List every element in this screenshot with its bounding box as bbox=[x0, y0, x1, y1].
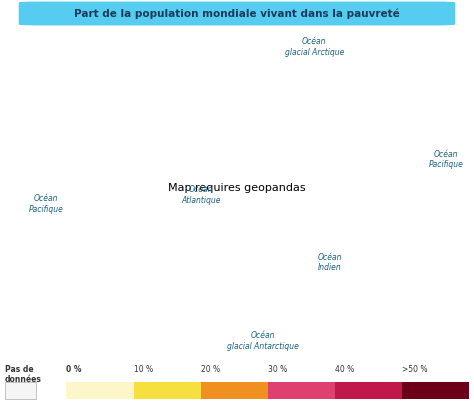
Text: Océan
Atlantique: Océan Atlantique bbox=[181, 185, 220, 205]
Bar bbox=[335, 382, 402, 399]
Text: >50 %: >50 % bbox=[402, 365, 428, 374]
Bar bbox=[66, 382, 134, 399]
Text: Océan
glacial Antarctique: Océan glacial Antarctique bbox=[227, 331, 299, 351]
Text: Océan
Indien: Océan Indien bbox=[318, 253, 342, 272]
Text: Map requires geopandas: Map requires geopandas bbox=[168, 183, 306, 193]
Text: Océan
glacial Arctique: Océan glacial Arctique bbox=[285, 37, 344, 57]
Text: Pas de
données: Pas de données bbox=[5, 365, 42, 384]
Bar bbox=[268, 382, 335, 399]
Bar bbox=[5, 382, 36, 399]
Text: 10 %: 10 % bbox=[134, 365, 153, 374]
Text: Part de la population mondiale vivant dans la pauvreté: Part de la population mondiale vivant da… bbox=[74, 8, 400, 19]
Text: 0 %: 0 % bbox=[66, 365, 82, 374]
Text: Océan
Pacifique: Océan Pacifique bbox=[428, 150, 464, 169]
Text: Océan
Pacifique: Océan Pacifique bbox=[28, 194, 64, 214]
FancyBboxPatch shape bbox=[18, 1, 456, 26]
Bar bbox=[402, 382, 469, 399]
Bar bbox=[134, 382, 201, 399]
Text: 20 %: 20 % bbox=[201, 365, 220, 374]
Text: 40 %: 40 % bbox=[335, 365, 354, 374]
Bar bbox=[201, 382, 268, 399]
Text: 30 %: 30 % bbox=[268, 365, 287, 374]
